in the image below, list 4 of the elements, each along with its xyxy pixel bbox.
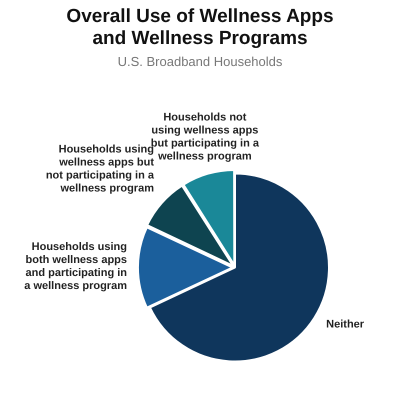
chart-title: Overall Use of Wellness Apps and Wellness Programs xyxy=(65,6,335,50)
slice-label: Neither xyxy=(326,318,365,330)
chart-subtitle: U.S. Broadband Households xyxy=(116,54,284,69)
slice-label: Households using both wellness apps and participating in a wellness program xyxy=(24,241,128,292)
